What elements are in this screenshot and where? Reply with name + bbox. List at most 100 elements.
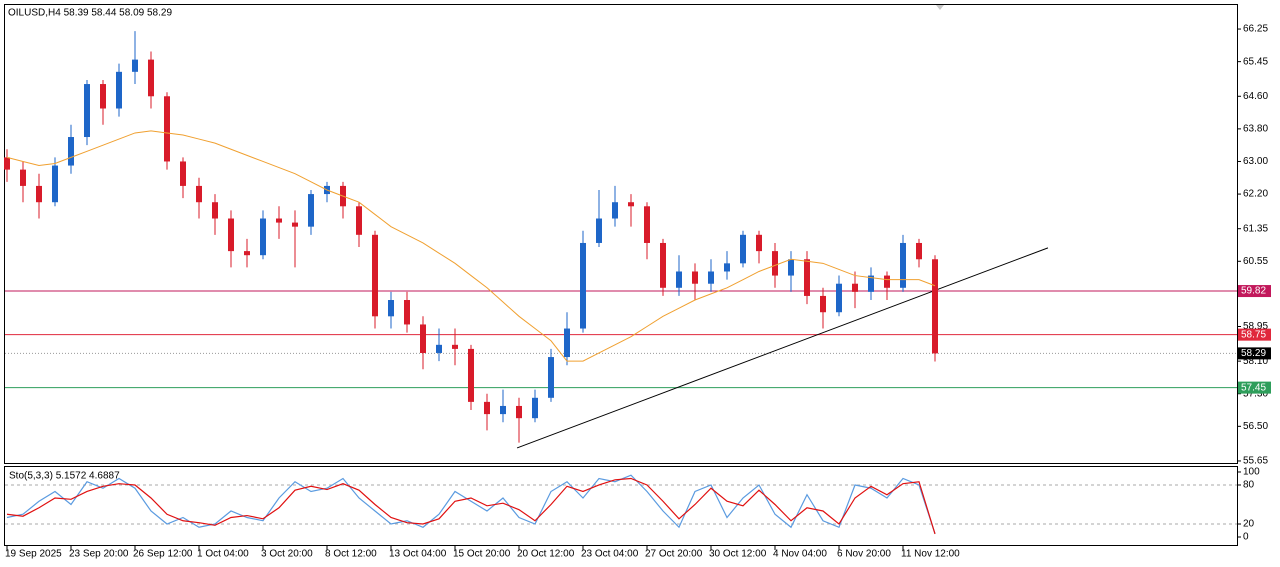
candle-body bbox=[356, 206, 362, 235]
candle-body bbox=[100, 84, 106, 109]
x-tick-label: 13 Oct 04:00 bbox=[389, 549, 447, 560]
y-tick-label: 65.45 bbox=[1243, 56, 1268, 67]
candle-body bbox=[932, 259, 938, 354]
y-tick-label: 57.30 bbox=[1243, 388, 1268, 399]
candle-body bbox=[372, 234, 378, 317]
candle-body bbox=[404, 300, 410, 325]
candle-body bbox=[68, 137, 74, 166]
x-tick-label: 19 Sep 2025 bbox=[5, 549, 62, 560]
y-tick-label: 63.80 bbox=[1243, 124, 1268, 135]
y-tick-label: 58.95 bbox=[1243, 321, 1268, 332]
candle-body bbox=[420, 324, 426, 353]
stochastic-line bbox=[6, 477, 936, 535]
candle-body bbox=[772, 251, 778, 276]
candle-body bbox=[548, 357, 554, 398]
y-tick-label: 0 bbox=[1243, 532, 1249, 543]
candle-body bbox=[484, 401, 490, 415]
candle-body bbox=[308, 194, 314, 227]
candle-body bbox=[660, 242, 666, 288]
candle-body bbox=[52, 165, 58, 203]
candle-body bbox=[468, 348, 474, 402]
y-tick-label: 64.60 bbox=[1243, 91, 1268, 102]
y-tick-label: 58.10 bbox=[1243, 356, 1268, 367]
level-box bbox=[1238, 285, 1271, 298]
candle-body bbox=[84, 84, 90, 138]
candle-body bbox=[900, 242, 906, 288]
candle-body bbox=[164, 96, 170, 162]
level-box bbox=[1238, 328, 1271, 341]
x-tick-label: 8 Oct 12:00 bbox=[325, 549, 377, 560]
candle-body bbox=[756, 234, 762, 252]
level-label: 57.45 bbox=[1241, 382, 1266, 393]
candle-body bbox=[596, 218, 602, 243]
candle-body bbox=[244, 251, 250, 256]
candle-body bbox=[740, 234, 746, 264]
candle-body bbox=[564, 328, 570, 358]
candle-body bbox=[148, 59, 154, 97]
x-tick-label: 4 Nov 04:00 bbox=[773, 549, 827, 560]
candle-body bbox=[724, 263, 730, 272]
candle-body bbox=[452, 344, 458, 349]
candle-body bbox=[116, 71, 122, 109]
indicator-title: Sto(5,3,3) 5.1572 4.6887 bbox=[9, 471, 120, 482]
level-label: 58.29 bbox=[1241, 348, 1266, 359]
price-panel bbox=[4, 4, 1238, 464]
level-label: 58.75 bbox=[1241, 329, 1266, 340]
candle-body bbox=[868, 275, 874, 292]
level-box bbox=[1238, 381, 1271, 394]
candle-body bbox=[132, 59, 138, 72]
candle-body bbox=[916, 242, 922, 260]
x-tick-label: 6 Nov 20:00 bbox=[837, 549, 891, 560]
candle-body bbox=[708, 271, 714, 284]
candle-body bbox=[4, 157, 10, 170]
candle-body bbox=[20, 169, 26, 186]
candle-body bbox=[436, 344, 442, 353]
chart-title: OILUSD,H4 58.39 58.44 58.09 58.29 bbox=[8, 8, 172, 19]
candle-body bbox=[196, 185, 202, 203]
candle-body bbox=[228, 218, 234, 252]
candle-body bbox=[212, 202, 218, 219]
candle-body bbox=[500, 405, 506, 415]
candle-body bbox=[612, 202, 618, 219]
y-tick-label: 20 bbox=[1243, 519, 1255, 530]
stochastic-panel bbox=[4, 466, 1238, 546]
x-tick-label: 26 Sep 12:00 bbox=[133, 549, 193, 560]
candle-body bbox=[180, 161, 186, 186]
x-tick-label: 15 Oct 20:00 bbox=[453, 549, 511, 560]
x-tick-label: 1 Oct 04:00 bbox=[197, 549, 249, 560]
candle-body bbox=[516, 405, 522, 419]
x-tick-label: 20 Oct 12:00 bbox=[517, 549, 575, 560]
level-box bbox=[1238, 347, 1271, 360]
candle-body bbox=[644, 206, 650, 243]
y-tick-label: 62.20 bbox=[1243, 189, 1268, 200]
y-tick-label: 100 bbox=[1243, 467, 1260, 478]
candle-body bbox=[692, 271, 698, 284]
candle-body bbox=[276, 218, 282, 223]
candle-body bbox=[788, 259, 794, 276]
shift-marker bbox=[936, 5, 944, 10]
candle-body bbox=[820, 295, 826, 313]
level-label: 59.82 bbox=[1241, 286, 1266, 297]
y-tick-label: 63.00 bbox=[1243, 156, 1268, 167]
candle-body bbox=[628, 202, 634, 207]
candle-body bbox=[836, 283, 842, 313]
y-tick-label: 55.65 bbox=[1243, 456, 1268, 467]
candle-body bbox=[388, 300, 394, 317]
candle-body bbox=[884, 275, 890, 288]
stochastic-line bbox=[6, 474, 936, 534]
x-tick-label: 23 Sep 20:00 bbox=[69, 549, 129, 560]
candle-body bbox=[36, 185, 42, 203]
x-tick-label: 23 Oct 04:00 bbox=[581, 549, 639, 560]
candle-body bbox=[676, 271, 682, 288]
moving-average bbox=[6, 130, 936, 362]
candle-body bbox=[292, 222, 298, 227]
y-tick-label: 61.35 bbox=[1243, 223, 1268, 234]
candle-body bbox=[852, 283, 858, 292]
x-tick-label: 11 Nov 12:00 bbox=[901, 549, 960, 560]
trendline bbox=[516, 247, 1049, 449]
y-tick-label: 56.50 bbox=[1243, 421, 1268, 432]
y-tick-label: 60.55 bbox=[1243, 256, 1268, 267]
x-tick-label: 30 Oct 12:00 bbox=[709, 549, 767, 560]
